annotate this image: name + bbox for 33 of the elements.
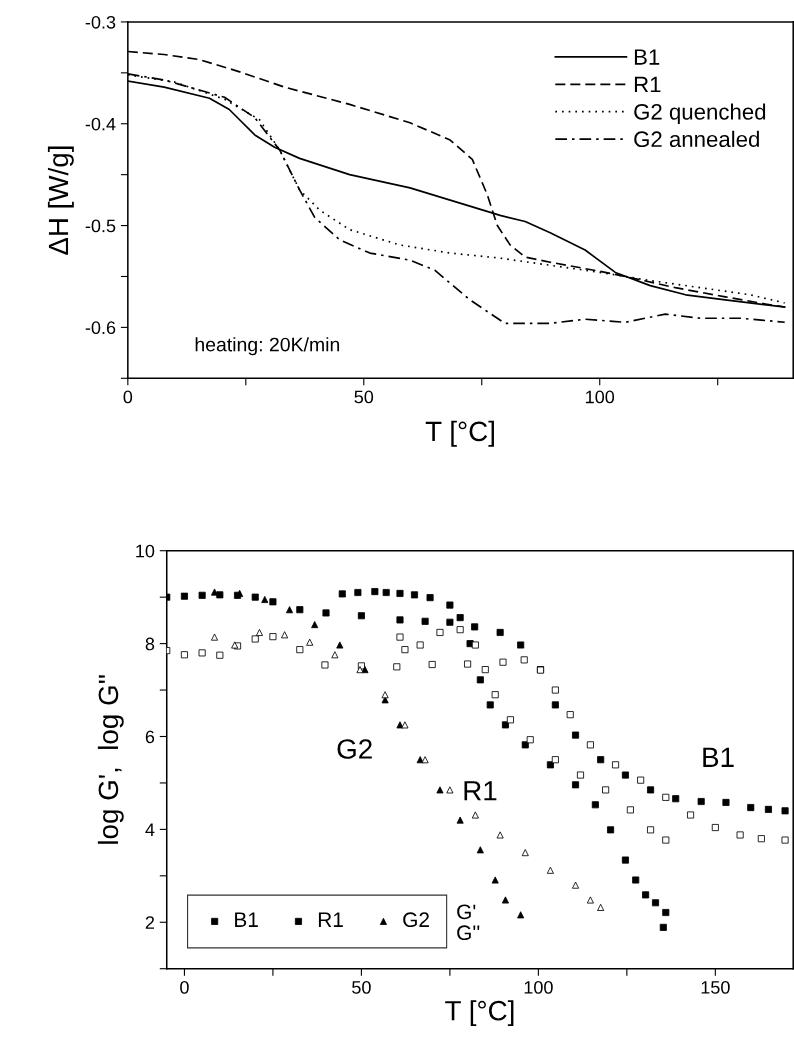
annotation: G2 [337,739,372,759]
x-tick-label: 50 [352,981,371,994]
legend-label: B1 [634,49,660,65]
annotation: heating: 20K/min [195,337,340,356]
y-axis-title: log G', log G'' [97,675,124,844]
legend-label: R1 [634,76,661,93]
y-tick-label: 8 [145,637,155,651]
x-tick-label: 100 [586,390,615,404]
legend-label: B1 [235,912,258,927]
y-tick-label: -0.6 [85,321,116,335]
y-tick-label: 2 [145,916,155,929]
annotation: G'' [457,925,480,941]
x-axis-title: T [°C] [445,1000,514,1027]
x-tick-label: 50 [354,390,374,404]
x-tick-label: 0 [180,981,189,994]
legend-label: R1 [318,912,343,927]
annotation: R1 [464,781,497,801]
x-tick-label: 100 [524,981,553,994]
legend-label: G2 [403,912,429,928]
y-tick-label: 10 [136,544,155,558]
x-axis-title: T [°C] [425,420,494,447]
y-tick-label: -0.5 [85,219,116,233]
legend-label: G2 annealed [634,130,759,148]
y-tick-label: 4 [145,823,155,836]
y-tick-label: -0.4 [85,117,116,131]
y-tick-label: -0.3 [85,15,116,29]
x-tick-label: 0 [123,390,133,404]
annotation: B1 [703,747,734,767]
annotation: G' [457,904,476,920]
y-axis-title: ΔH [W/g] [47,146,74,255]
x-tick-label: 150 [701,981,730,994]
y-tick-label: 6 [145,730,155,744]
legend-label: G2 quenched [634,103,766,125]
